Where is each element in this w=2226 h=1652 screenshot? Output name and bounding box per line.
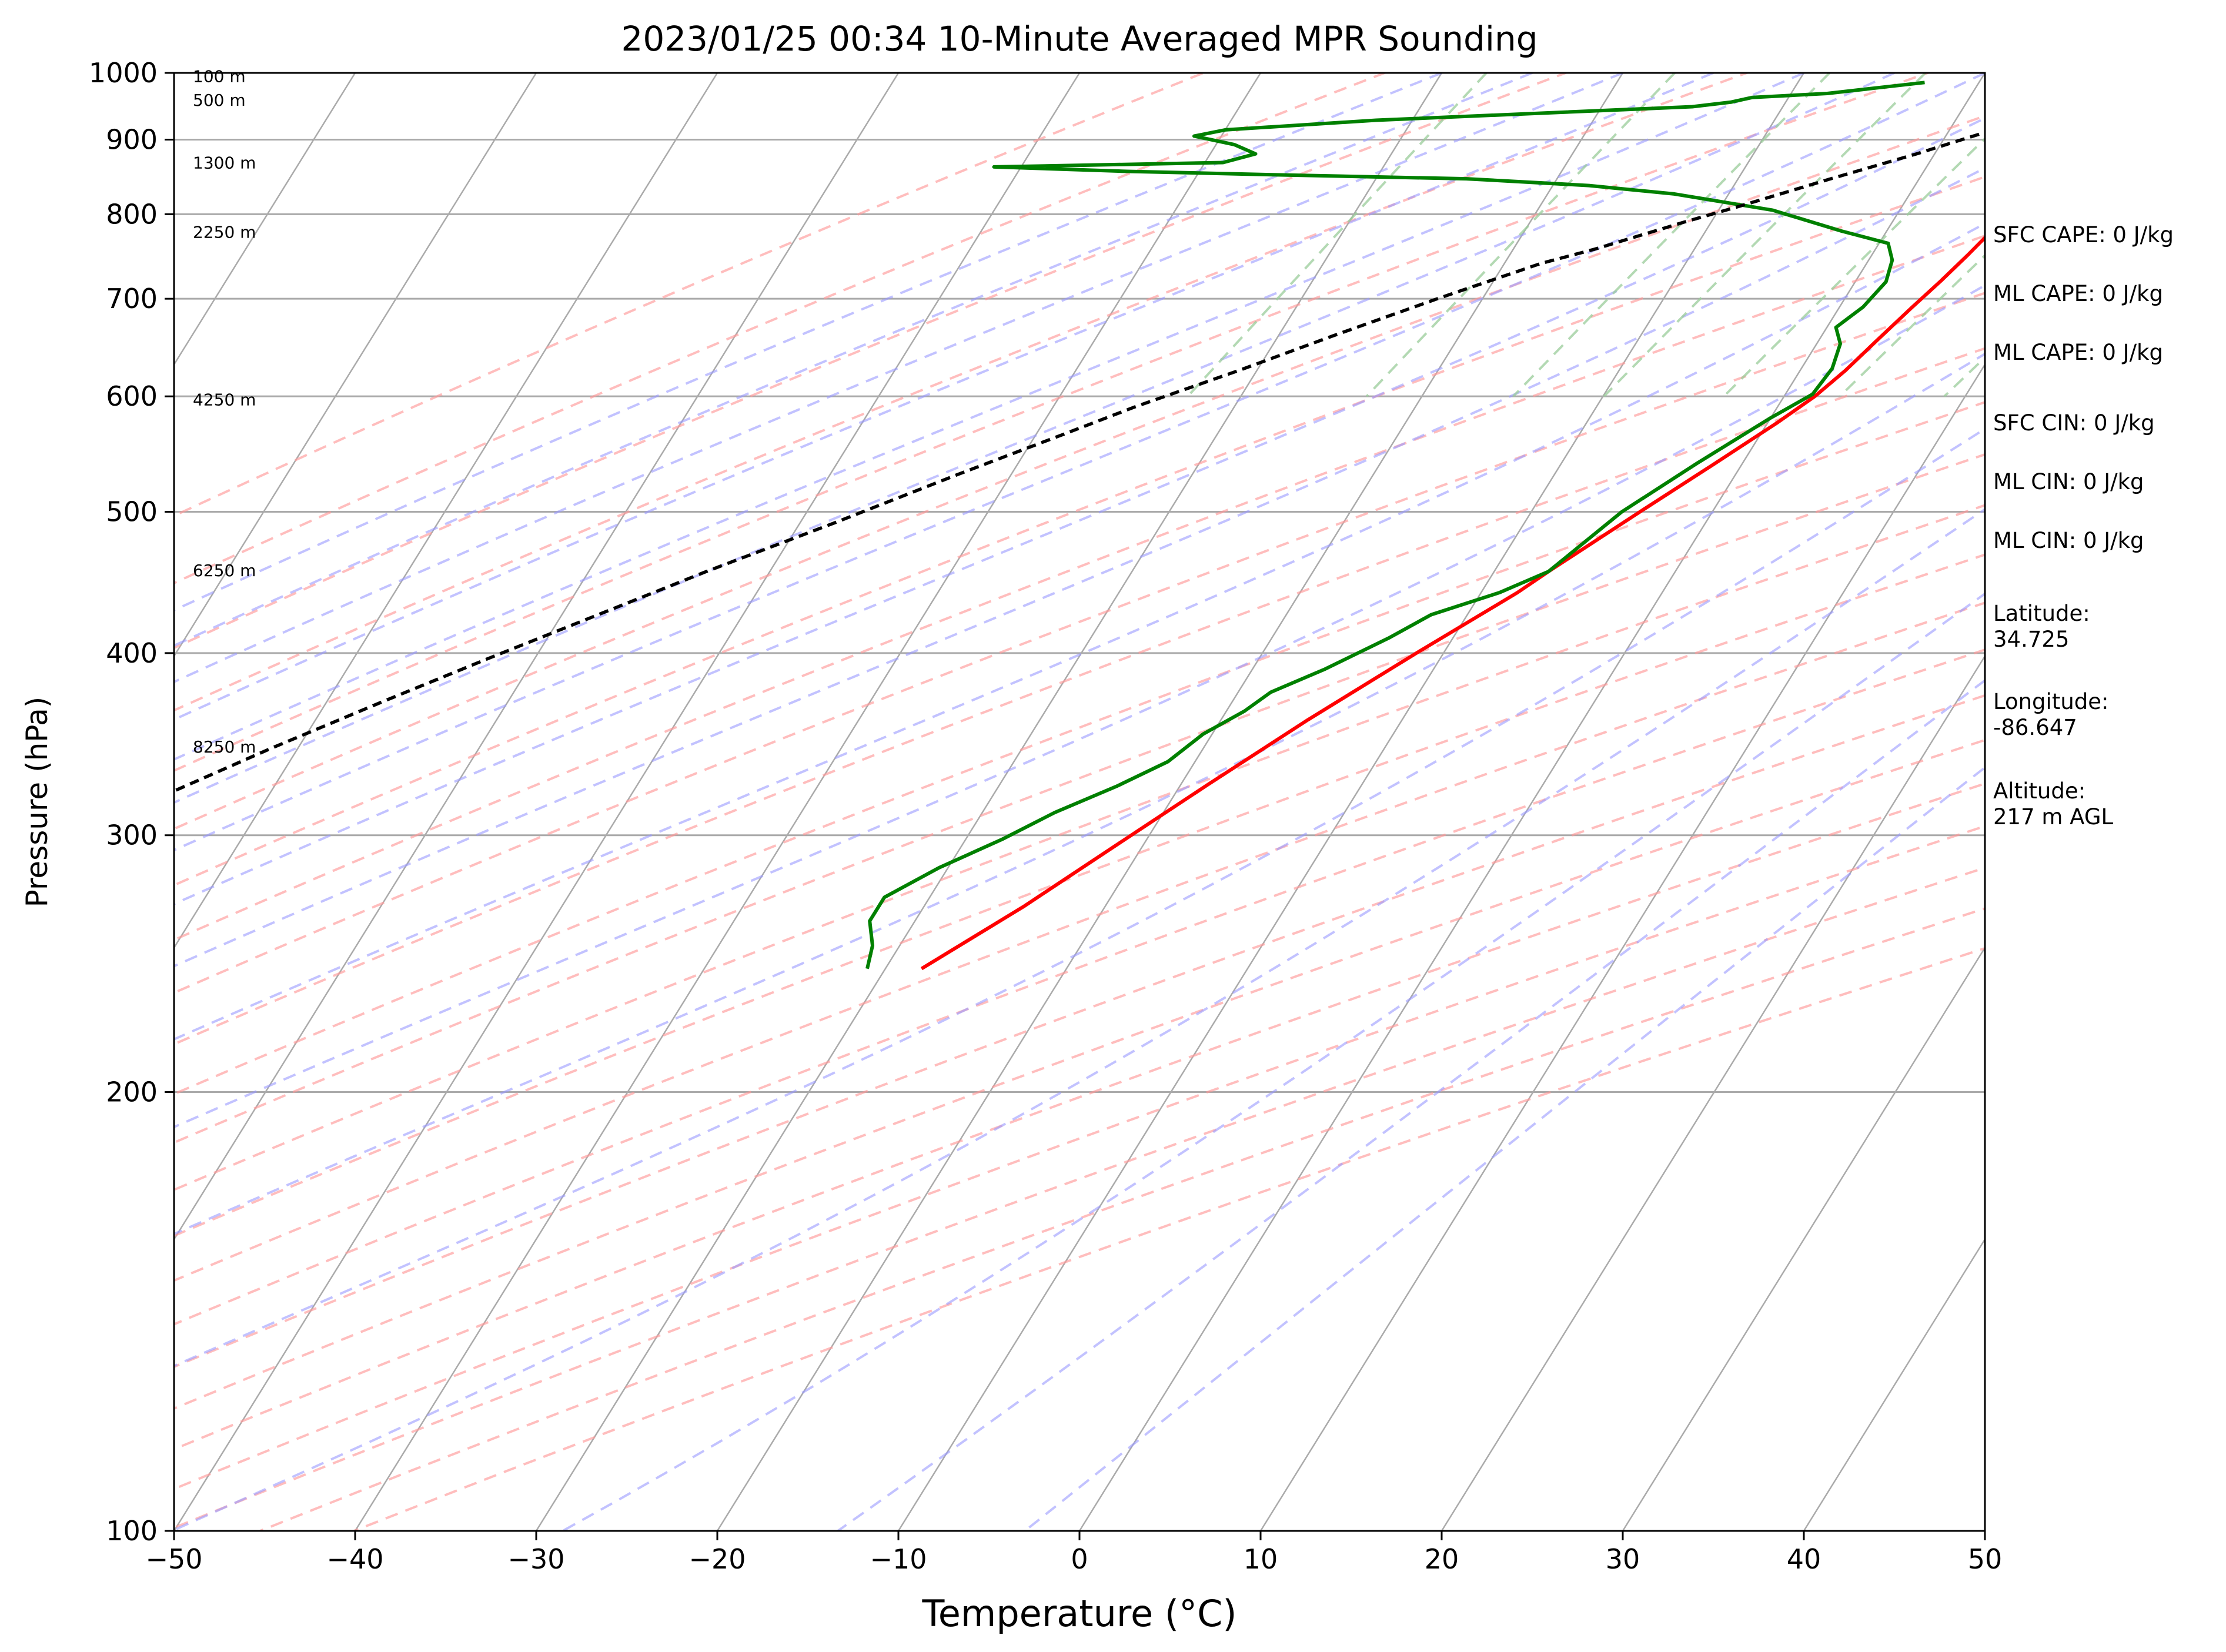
parcel-path-line: [174, 131, 1985, 793]
dry-adiabat-line: [174, 73, 1207, 517]
dry-adiabat-line: [174, 73, 1388, 585]
mixing-ratio-line: [1365, 73, 1676, 397]
y-tick-label: 100: [106, 1515, 158, 1547]
dry-adiabat-line: [174, 347, 1985, 1046]
isotherm-line: [174, 73, 718, 949]
ml-cin-label: ML CIN: 0 J/kg: [1993, 469, 2144, 494]
height-label: 500 m: [193, 91, 246, 110]
isotherm-line: [716, 73, 1624, 1531]
dry-adiabat-line: [174, 292, 1985, 994]
y-tick-label: 900: [106, 123, 158, 155]
isotherm-line: [1622, 946, 1985, 1531]
dry-adiabat-line: [174, 694, 1985, 1369]
temperature-profile-line: [920, 235, 1985, 971]
moist-adiabat-line: [174, 284, 1985, 1129]
y-axis-label: Pressure (hPa): [20, 697, 54, 908]
x-tick-label: −40: [326, 1543, 383, 1575]
x-tick-label: −50: [145, 1543, 202, 1575]
moist-adiabat-line: [174, 73, 1442, 612]
ml-cin-label-2: ML CIN: 0 J/kg: [1993, 528, 2144, 553]
y-tick-label: 400: [106, 637, 158, 669]
dry-adiabat-line: [174, 504, 1985, 1191]
dry-adiabat-line: [174, 73, 1932, 773]
x-tick-label: −20: [688, 1543, 746, 1575]
dry-adiabat-line: [174, 782, 1985, 1451]
dry-adiabat-line: [174, 825, 1985, 1490]
dry-adiabat-line: [174, 73, 1750, 712]
height-label: 6250 m: [193, 561, 256, 580]
y-tick-label: 600: [106, 380, 158, 412]
dry-adiabat-line: [174, 175, 1985, 887]
isotherm-line: [1803, 1238, 1985, 1531]
dewpoint-profile-line: [865, 81, 1925, 969]
dry-adiabat-line: [174, 400, 1985, 1096]
dry-adiabat-line: [174, 866, 1985, 1529]
moist-adiabat-line: [174, 166, 1985, 968]
altitude-label: Altitude: 217 m AGL: [1993, 778, 2114, 830]
moist-adiabat-line: [837, 678, 1985, 1531]
height-label: 4250 m: [193, 390, 256, 410]
isotherm-line: [1259, 363, 1985, 1531]
height-label: 1300 m: [193, 153, 256, 172]
y-tick-label: 300: [106, 820, 158, 851]
isotherm-line: [535, 73, 1443, 1531]
y-tick-label: 1000: [89, 57, 158, 89]
sfc-cin-label: SFC CIN: 0 J/kg: [1993, 410, 2155, 436]
moist-adiabat-line: [174, 222, 1985, 1041]
moist-adiabat-line: [174, 352, 1985, 1236]
height-label: 8250 m: [193, 737, 256, 757]
x-tick-label: 40: [1787, 1543, 1821, 1575]
y-tick-label: 700: [106, 283, 158, 315]
mixing-ratio-line: [1186, 73, 1488, 397]
isotherm-line: [174, 73, 900, 1241]
moist-adiabat-line: [174, 73, 1714, 721]
moist-adiabat-line: [174, 73, 1895, 804]
isotherm-line: [174, 73, 356, 366]
y-tick-label: 200: [106, 1076, 158, 1108]
moist-adiabat-line: [174, 73, 1804, 761]
x-tick-label: 20: [1425, 1543, 1459, 1575]
sfc-cape-label: SFC CAPE: 0 J/kg: [1993, 222, 2174, 248]
y-tick-label: 800: [106, 198, 158, 230]
x-tick-label: 30: [1606, 1543, 1640, 1575]
x-axis-label: Temperature (°C): [921, 1592, 1236, 1635]
longitude-label: Longitude: -86.647: [1993, 689, 2109, 741]
mixing-ratio-line: [1839, 253, 1985, 397]
x-tick-label: 50: [1968, 1543, 2003, 1575]
ml-cape-label-2: ML CAPE: 0 J/kg: [1993, 340, 2163, 365]
dry-adiabat-line: [174, 235, 1985, 941]
isotherm-line: [897, 73, 1805, 1531]
latitude-label: Latitude: 34.725: [1993, 601, 2090, 653]
moist-adiabat-line: [174, 116, 1985, 905]
x-tick-label: 0: [1071, 1543, 1088, 1575]
y-tick-label: 500: [106, 496, 158, 528]
isotherm-line: [1440, 654, 1985, 1531]
mixing-ratio-line: [1723, 137, 1985, 397]
dry-adiabat-line: [174, 648, 1985, 1326]
ml-cape-label: ML CAPE: 0 J/kg: [1993, 281, 2163, 306]
chart-title: 2023/01/25 00:34 10-Minute Averaged MPR …: [621, 19, 1538, 59]
x-tick-label: −10: [870, 1543, 927, 1575]
dry-adiabat-line: [174, 601, 1985, 1282]
mixing-ratio-line: [1512, 73, 1831, 397]
moist-adiabat-line: [562, 592, 1985, 1531]
dry-adiabat-line: [174, 453, 1985, 1144]
height-label: 100 m: [193, 66, 246, 86]
isotherm-line: [354, 73, 1262, 1531]
x-tick-label: 10: [1244, 1543, 1278, 1575]
isotherm-line: [174, 73, 537, 658]
moist-adiabat-line: [174, 73, 1985, 852]
x-tick-label: −30: [507, 1543, 564, 1575]
moist-adiabat-line: [174, 73, 1623, 684]
height-label: 2250 m: [193, 222, 256, 242]
